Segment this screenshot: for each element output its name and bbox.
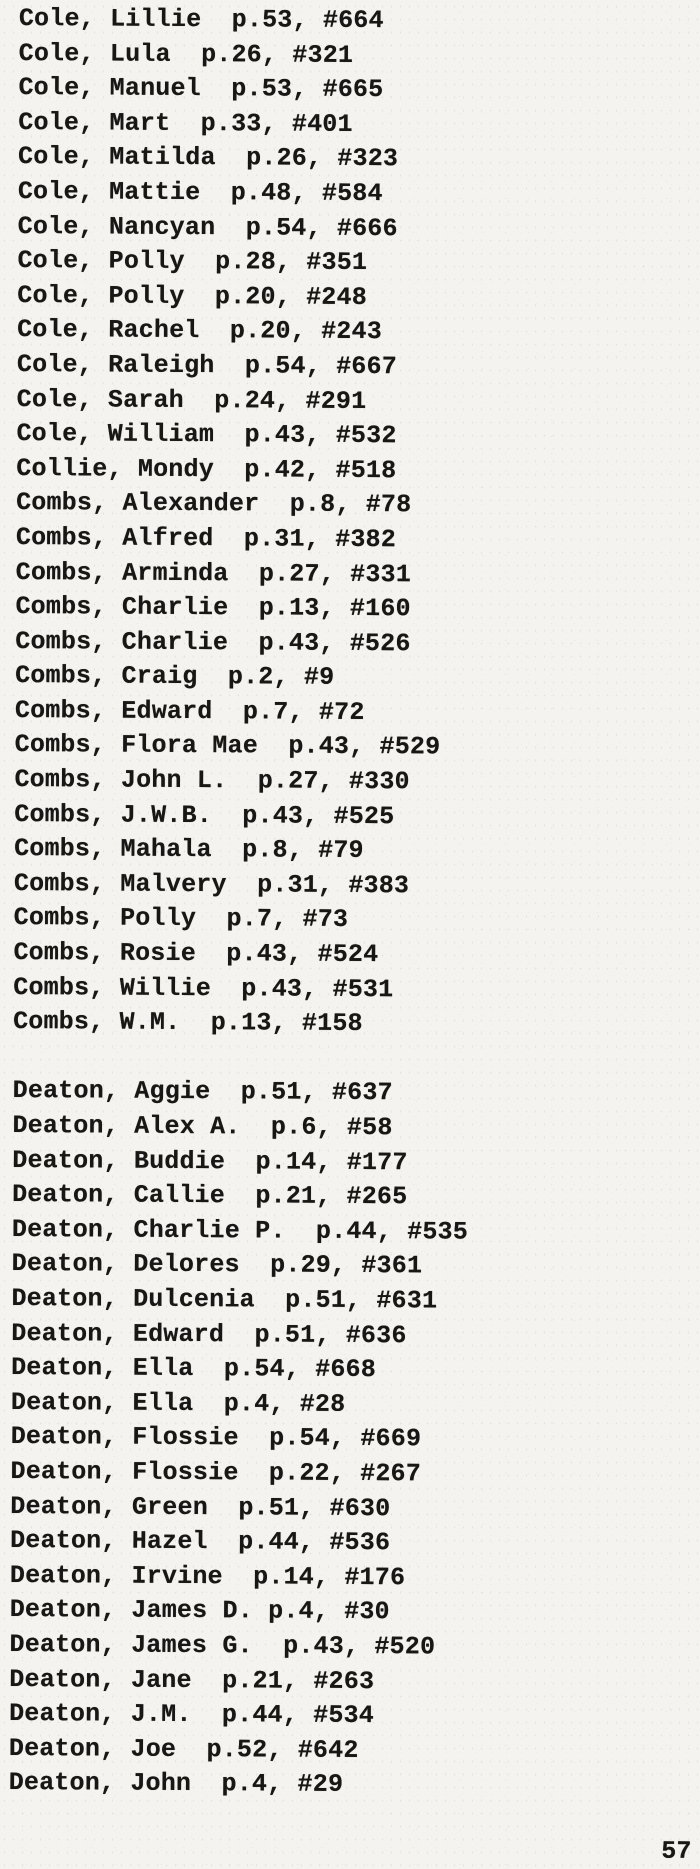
index-entry: Deaton, Hazel p.44, #536 bbox=[10, 1526, 391, 1558]
index-entry: Deaton, Callie p.21, #265 bbox=[12, 1180, 408, 1212]
page-number: 57 bbox=[661, 1836, 692, 1866]
index-entry: Deaton, Flossie p.22, #267 bbox=[10, 1456, 422, 1489]
index-entry: Deaton, Alex A. p.6, #58 bbox=[12, 1110, 393, 1143]
index-entry: Cole, Raleigh p.54, #667 bbox=[16, 349, 398, 382]
index-entry: Cole, Matilda p.26, #323 bbox=[18, 142, 399, 174]
index-entry: Cole, Rachel p.20, #243 bbox=[17, 315, 383, 347]
index-entry: Combs, Charlie p.43, #526 bbox=[15, 626, 411, 658]
index-entry: Combs, Mahala p.8, #79 bbox=[14, 834, 364, 866]
index-entry: Deaton, John p.4, #29 bbox=[8, 1768, 344, 1800]
index-entry: Combs, Alfred p.31, #382 bbox=[15, 522, 397, 555]
index-entry: Deaton, Joe p.52, #642 bbox=[8, 1733, 359, 1765]
index-entry: Deaton, Charlie P. p.44, #535 bbox=[11, 1214, 469, 1247]
index-entry: Cole, Nancyan p.54, #666 bbox=[17, 211, 398, 243]
index-entry: Combs, Arminda p.27, #331 bbox=[15, 557, 412, 589]
index-entry: Deaton, Green p.51, #630 bbox=[10, 1491, 391, 1523]
index-entry: Deaton, Dulcenia p.51, #631 bbox=[11, 1283, 438, 1316]
index-entry: Deaton, Jane p.21, #263 bbox=[9, 1664, 375, 1696]
index-entry: Combs, Flora Mae p.43, #529 bbox=[14, 730, 441, 762]
index-entry: Combs, Rosie p.43, #524 bbox=[13, 938, 379, 970]
index-group-deaton: Deaton, Aggie p.51, #637 Deaton, Alex A. … bbox=[9, 1074, 469, 1803]
index-entry: Collie, Mondy p.42, #518 bbox=[16, 453, 397, 485]
index-entry: Deaton, Delores p.29, #361 bbox=[11, 1249, 423, 1281]
index-entry: Cole, Lillie p.53, #664 bbox=[18, 3, 384, 36]
index-entry: Combs, Edward p.7, #72 bbox=[14, 695, 365, 727]
index-list: Cole, Lillie p.53, #664 Cole, Lula p.26, … bbox=[9, 2, 475, 1803]
index-entry: Combs, W.M. p.13, #158 bbox=[13, 1007, 363, 1039]
index-entry: Combs, Alexander p.8, #78 bbox=[16, 488, 412, 520]
index-entry: Cole, Mattie p.48, #584 bbox=[17, 176, 383, 209]
index-entry: Deaton, Edward p.51, #636 bbox=[11, 1318, 407, 1350]
index-entry: Deaton, Flossie p.54, #669 bbox=[10, 1422, 422, 1454]
index-entry: Cole, Polly p.28, #351 bbox=[17, 246, 368, 278]
index-entry: Combs, Polly p.7, #73 bbox=[13, 903, 349, 935]
index-entry: Combs, J.W.B. p.43, #525 bbox=[14, 799, 395, 831]
index-entry: Combs, Willie p.43, #531 bbox=[13, 972, 394, 1004]
index-entry: Deaton, James D. p.4, #30 bbox=[9, 1595, 390, 1627]
index-entry: Deaton, J.M. p.44, #534 bbox=[9, 1699, 375, 1731]
index-entry: Deaton, Ella p.4, #28 bbox=[10, 1387, 346, 1419]
index-entry: Deaton, Buddie p.14, #177 bbox=[12, 1145, 408, 1177]
index-entry: Combs, John L. p.27, #330 bbox=[14, 765, 410, 797]
index-entry: Deaton, James G. p.43, #520 bbox=[9, 1629, 436, 1662]
index-group-cole-collie-combs: Cole, Lillie p.53, #664 Cole, Lula p.26, … bbox=[13, 2, 475, 1042]
index-entry: Deaton, Irvine p.14, #176 bbox=[9, 1560, 406, 1592]
index-entry: Deaton, Ella p.54, #668 bbox=[11, 1353, 377, 1385]
index-entry: Cole, Manuel p.53, #665 bbox=[18, 73, 384, 105]
index-entry: Combs, Charlie p.13, #160 bbox=[15, 592, 411, 624]
index-entry: Cole, Mart p.33, #401 bbox=[18, 107, 353, 139]
index-entry: Cole, Lula p.26, #321 bbox=[18, 38, 354, 70]
index-entry: Cole, Polly p.20, #248 bbox=[17, 280, 368, 312]
index-entry: Cole, William p.43, #532 bbox=[16, 419, 397, 451]
index-entry: Deaton, Aggie p.51, #637 bbox=[12, 1076, 393, 1108]
index-entry: Combs, Craig p.2, #9 bbox=[15, 661, 335, 693]
index-entry: Cole, Sarah p.24, #291 bbox=[16, 384, 367, 416]
index-entry: Combs, Malvery p.31, #383 bbox=[13, 868, 410, 901]
